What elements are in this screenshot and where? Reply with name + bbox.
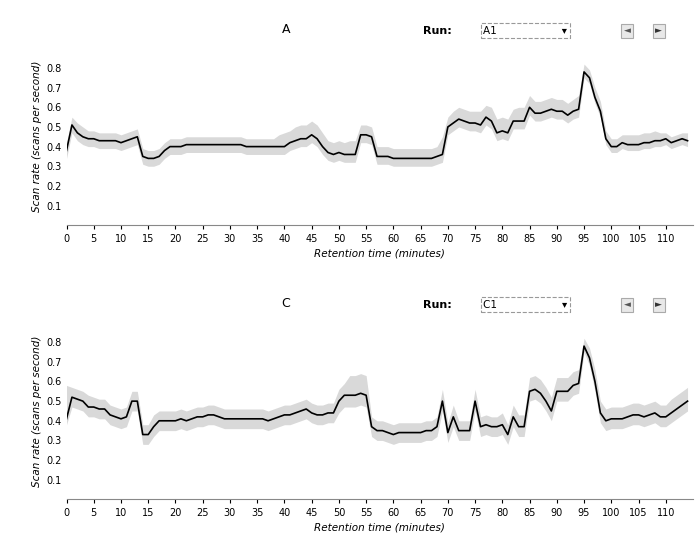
Y-axis label: Scan rate (scans per second): Scan rate (scans per second) [32, 335, 42, 487]
X-axis label: Retention time (minutes): Retention time (minutes) [314, 249, 445, 258]
Text: ◄: ◄ [624, 26, 631, 35]
Text: Run:: Run: [423, 300, 452, 310]
Text: ►: ► [655, 300, 662, 309]
Text: ◄: ◄ [624, 300, 631, 309]
Text: A: A [281, 23, 290, 36]
X-axis label: Retention time (minutes): Retention time (minutes) [314, 523, 445, 533]
Y-axis label: Scan rate (scans per second): Scan rate (scans per second) [32, 61, 42, 213]
Text: C: C [281, 297, 290, 310]
Text: A1                    ▾: A1 ▾ [484, 26, 568, 35]
Text: ►: ► [655, 26, 662, 35]
Text: Run:: Run: [423, 26, 452, 35]
Text: C1                    ▾: C1 ▾ [483, 300, 568, 310]
